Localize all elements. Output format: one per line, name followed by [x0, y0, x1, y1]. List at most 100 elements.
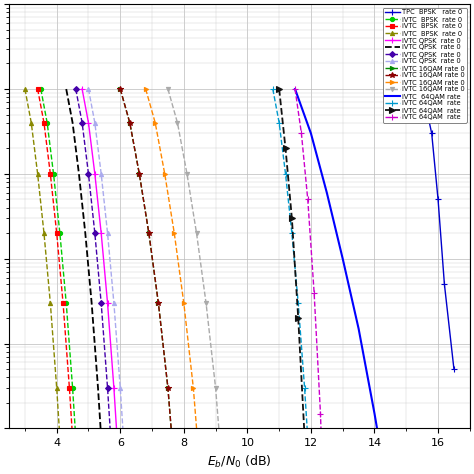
iVTC 64QAM  rate	[302, 385, 308, 391]
iVTC 64QAM  rate	[289, 230, 295, 236]
iVTC QPSK  rate 0	[79, 120, 85, 126]
iVTC QPSK  rate 0	[79, 86, 85, 92]
iVTC 64QAM  rate	[302, 434, 308, 439]
iVTC 16QAM rate 0	[137, 171, 142, 177]
Line: iVTC QPSK  rate 0: iVTC QPSK rate 0	[66, 89, 109, 474]
iVTC 64QAM  rate	[276, 86, 282, 92]
iVTC QPSK  rate 0	[70, 120, 75, 126]
iVTC QPSK  rate 0	[92, 120, 98, 126]
Line: iVTC 16QAM rate 0: iVTC 16QAM rate 0	[144, 87, 208, 474]
iVTC 16QAM rate 0	[191, 385, 196, 391]
iVTC  BPSK  rate 0	[41, 120, 47, 126]
iVTC  BPSK  rate 0	[47, 300, 53, 306]
Line: iVTC  BPSK  rate 0: iVTC BPSK rate 0	[36, 87, 82, 474]
iVTC 64QAM  rate	[292, 86, 298, 92]
iVTC  BPSK  rate 0	[54, 230, 60, 236]
iVTC 16QAM rate 0	[143, 86, 148, 92]
iVTC  BPSK  rate 0	[35, 171, 40, 177]
iVTC 64QAM  rate	[318, 410, 323, 416]
iVTC QPSK  rate 0	[111, 385, 117, 391]
iVTC QPSK  rate 0	[98, 230, 104, 236]
iVTC  64QAM rate	[308, 130, 314, 136]
iVTC  BPSK  rate 0	[38, 86, 44, 92]
iVTC 16QAM rate 0	[118, 86, 123, 92]
Line: iVTC QPSK  rate 0: iVTC QPSK rate 0	[86, 87, 134, 474]
iVTC  BPSK  rate 0	[41, 230, 47, 236]
iVTC 64QAM  rate	[283, 146, 288, 151]
TPC  BPSK   rate 0	[429, 130, 435, 136]
iVTC 16QAM rate 0	[155, 300, 161, 306]
Line: iVTC  BPSK  rate 0: iVTC BPSK rate 0	[23, 87, 70, 474]
iVTC 64QAM  rate	[299, 130, 304, 136]
Legend: TPC  BPSK   rate 0, iVTC  BPSK  rate 0, iVTC  BPSK  rate 0, iVTC  BPSK  rate 0, : TPC BPSK rate 0, iVTC BPSK rate 0, iVTC …	[383, 8, 466, 122]
Line: iVTC 64QAM  rate: iVTC 64QAM rate	[270, 86, 319, 474]
iVTC 16QAM rate 0	[213, 385, 219, 391]
iVTC QPSK  rate 0	[92, 171, 98, 177]
TPC  BPSK   rate 0	[419, 86, 425, 92]
Line: iVTC 16QAM rate 0: iVTC 16QAM rate 0	[118, 87, 182, 474]
iVTC 64QAM  rate	[305, 197, 310, 202]
iVTC QPSK  rate 0	[82, 230, 88, 236]
TPC  BPSK   rate 0	[442, 282, 447, 287]
iVTC  BPSK  rate 0	[28, 120, 34, 126]
iVTC  64QAM rate	[356, 326, 362, 331]
iVTC  64QAM rate	[340, 256, 346, 262]
X-axis label: $E_b/N_0\ \mathrm{(dB)}$: $E_b/N_0\ \mathrm{(dB)}$	[207, 454, 272, 470]
iVTC 16QAM rate 0	[165, 86, 171, 92]
iVTC QPSK  rate 0	[98, 300, 104, 306]
iVTC 16QAM rate 0	[194, 230, 200, 236]
iVTC 64QAM  rate	[295, 315, 301, 321]
iVTC 16QAM rate 0	[127, 120, 133, 126]
Line: iVTC  BPSK  rate 0: iVTC BPSK rate 0	[39, 87, 86, 474]
iVTC 16QAM rate 0	[152, 120, 158, 126]
iVTC QPSK  rate 0	[73, 86, 79, 92]
iVTC QPSK  rate 0	[105, 385, 110, 391]
iVTC  64QAM rate	[372, 410, 377, 416]
iVTC 16QAM rate 0	[155, 300, 161, 306]
iVTC  BPSK  rate 0	[54, 385, 60, 391]
iVTC  BPSK  rate 0	[22, 86, 28, 92]
iVTC 16QAM rate 0	[127, 120, 133, 126]
TPC  BPSK   rate 0	[435, 197, 441, 202]
iVTC 64QAM  rate	[270, 86, 276, 92]
iVTC 64QAM  rate	[276, 120, 282, 126]
Line: iVTC 16QAM rate 0: iVTC 16QAM rate 0	[166, 87, 230, 474]
iVTC  BPSK  rate 0	[66, 385, 72, 391]
Line: iVTC 16QAM rate 0: iVTC 16QAM rate 0	[118, 86, 183, 474]
iVTC 16QAM rate 0	[118, 86, 123, 92]
iVTC QPSK  rate 0	[86, 171, 91, 177]
iVTC QPSK  rate 0	[86, 120, 91, 126]
TPC  BPSK   rate 0	[451, 366, 457, 372]
iVTC 16QAM rate 0	[184, 171, 190, 177]
iVTC 16QAM rate 0	[172, 230, 177, 236]
iVTC 16QAM rate 0	[174, 120, 180, 126]
iVTC 64QAM  rate	[295, 300, 301, 306]
iVTC QPSK  rate 0	[98, 171, 104, 177]
iVTC QPSK  rate 0	[64, 86, 69, 92]
iVTC QPSK  rate 0	[118, 385, 123, 391]
iVTC QPSK  rate 0	[86, 86, 91, 92]
iVTC  BPSK  rate 0	[70, 385, 75, 391]
iVTC 16QAM rate 0	[165, 385, 171, 391]
iVTC 64QAM  rate	[289, 215, 295, 221]
iVTC  BPSK  rate 0	[45, 120, 50, 126]
Line: TPC  BPSK   rate 0: TPC BPSK rate 0	[419, 86, 457, 372]
Line: iVTC 64QAM  rate: iVTC 64QAM rate	[276, 85, 313, 474]
iVTC QPSK  rate 0	[111, 300, 117, 306]
iVTC 16QAM rate 0	[203, 300, 209, 306]
iVTC  BPSK  rate 0	[57, 230, 63, 236]
iVTC  BPSK  rate 0	[35, 86, 40, 92]
iVTC 16QAM rate 0	[162, 171, 168, 177]
Line: iVTC  64QAM rate: iVTC 64QAM rate	[295, 89, 454, 474]
iVTC QPSK  rate 0	[76, 171, 82, 177]
iVTC  BPSK  rate 0	[47, 171, 53, 177]
iVTC  64QAM rate	[292, 86, 298, 92]
iVTC 16QAM rate 0	[146, 230, 152, 236]
Line: iVTC QPSK  rate 0: iVTC QPSK rate 0	[73, 87, 121, 474]
iVTC 64QAM  rate	[311, 290, 317, 295]
iVTC QPSK  rate 0	[105, 230, 110, 236]
iVTC QPSK  rate 0	[95, 385, 101, 391]
iVTC 16QAM rate 0	[165, 385, 171, 391]
iVTC  64QAM rate	[324, 190, 330, 196]
iVTC QPSK  rate 0	[105, 300, 110, 306]
